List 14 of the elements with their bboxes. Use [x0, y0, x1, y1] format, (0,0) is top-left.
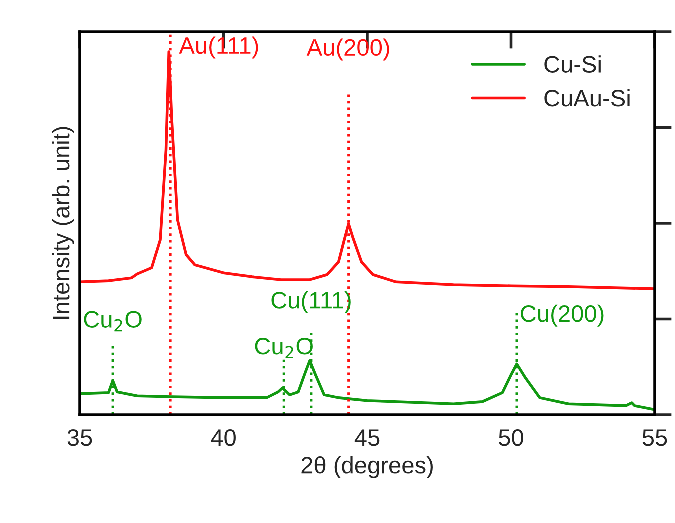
legend-label: Cu-Si	[544, 56, 601, 73]
x-tick-label: 35	[68, 430, 92, 446]
ref-line-label: Cu$_{2}$O	[84, 311, 142, 332]
x-tick-label: 40	[211, 430, 236, 446]
x-tick-label: 50	[499, 430, 524, 446]
ref-line-label: Cu(111)	[272, 291, 351, 314]
y-axis-title: Intensity (arb. unit)	[52, 127, 74, 320]
ref-line-label: Au(200)	[306, 38, 390, 61]
x-tick-label: 55	[642, 430, 668, 446]
ref-line-label: Au(111)	[179, 36, 258, 59]
x-tick-label: 45	[354, 430, 380, 446]
legend-label: CuAu-Si	[544, 89, 630, 107]
ref-line-label: Cu(200)	[521, 304, 604, 327]
x-axis-title: 2θ (degrees)	[302, 456, 433, 478]
